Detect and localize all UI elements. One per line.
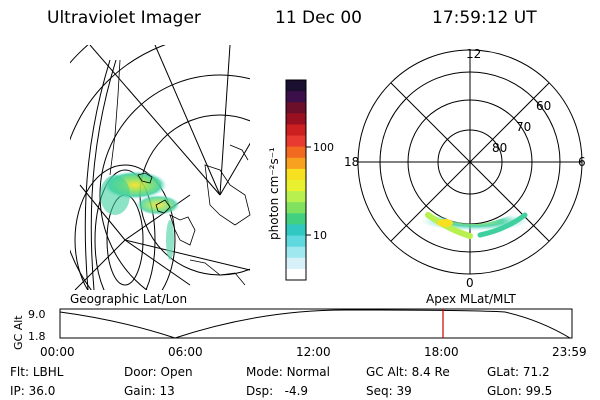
gcalt-field: GC Alt: 8.4 Re (366, 365, 450, 379)
date-label: 11 Dec 00 (275, 8, 362, 28)
mlt-label-18: 18 (344, 155, 359, 169)
colorbar-cell (286, 268, 306, 281)
geographic-map (70, 45, 251, 290)
colorbar-cell (286, 146, 306, 159)
colorbar-cell (286, 91, 306, 103)
mlat-label-60: 60 (536, 99, 551, 113)
colorbar-cell (286, 180, 306, 192)
glon-field: GLon: 99.5 (487, 384, 553, 398)
colorbar-cell (286, 246, 306, 259)
timeline-ylabel: GC Alt (12, 315, 25, 350)
mlat-label-80: 80 (492, 141, 507, 155)
colorbar-cell (286, 124, 306, 137)
colorbar: 100 10 photon cm⁻²s⁻¹ (267, 79, 334, 281)
colorbar-label: photon cm⁻²s⁻¹ (267, 147, 281, 240)
instrument-title: Ultraviolet Imager (47, 8, 201, 28)
time-label: 17:59:12 UT (432, 8, 537, 28)
colorbar-cell (286, 202, 306, 214)
colorbar-cell (286, 157, 306, 170)
dsp-field: Dsp: -4.9 (246, 384, 309, 398)
timeline-ytick-high: 9.0 (28, 308, 46, 321)
colorbar-cell (286, 224, 306, 237)
timeline-xtick-1200: 12:00 (296, 345, 331, 359)
colorbar-cell (286, 168, 306, 181)
timeline-xtick-0000: 00:00 (40, 345, 75, 359)
mode-field: Mode: Normal (246, 365, 330, 379)
timeline-xtick-1800: 18:00 (424, 345, 459, 359)
colorbar-tick-10: 10 (313, 229, 327, 242)
timeline-frame (59, 308, 573, 339)
polar-plot: 12 18 6 0 60 70 80 (344, 47, 586, 290)
colorbar-cell (286, 113, 306, 125)
ip-field: IP: 36.0 (10, 384, 56, 398)
timeline-xtick-2359: 23:59 (552, 345, 587, 359)
seq-field: Seq: 39 (366, 384, 412, 398)
timeline-xtick-0600: 06:00 (168, 345, 203, 359)
colorbar-cell (286, 257, 306, 270)
colorbar-cell (286, 213, 306, 225)
colorbar-cell (286, 102, 306, 114)
right-polar-label: Apex MLat/MLT (426, 292, 516, 306)
door-field: Door: Open (124, 365, 193, 379)
colorbar-tick-100: 100 (313, 141, 334, 154)
colorbar-cell (286, 191, 306, 203)
flt-field: Flt: LBHL (10, 365, 64, 379)
mlat-label-70: 70 (516, 120, 531, 134)
colorbar-cell (286, 235, 306, 248)
colorbar-cell (286, 80, 306, 92)
mlt-label-12: 12 (466, 47, 481, 61)
timeline-ytick-low: 1.8 (28, 330, 46, 343)
glat-field: GLat: 71.2 (487, 365, 550, 379)
colorbar-cell (286, 135, 306, 148)
mlt-label-6: 6 (578, 155, 586, 169)
altitude-curve (59, 309, 571, 339)
altitude-timeline: GC Alt 9.0 1.8 00:00 06:00 12:00 18:00 2… (12, 308, 587, 359)
left-map-label: Geographic Lat/Lon (70, 292, 188, 306)
mlt-label-0: 0 (466, 276, 474, 290)
gain-field: Gain: 13 (124, 384, 175, 398)
